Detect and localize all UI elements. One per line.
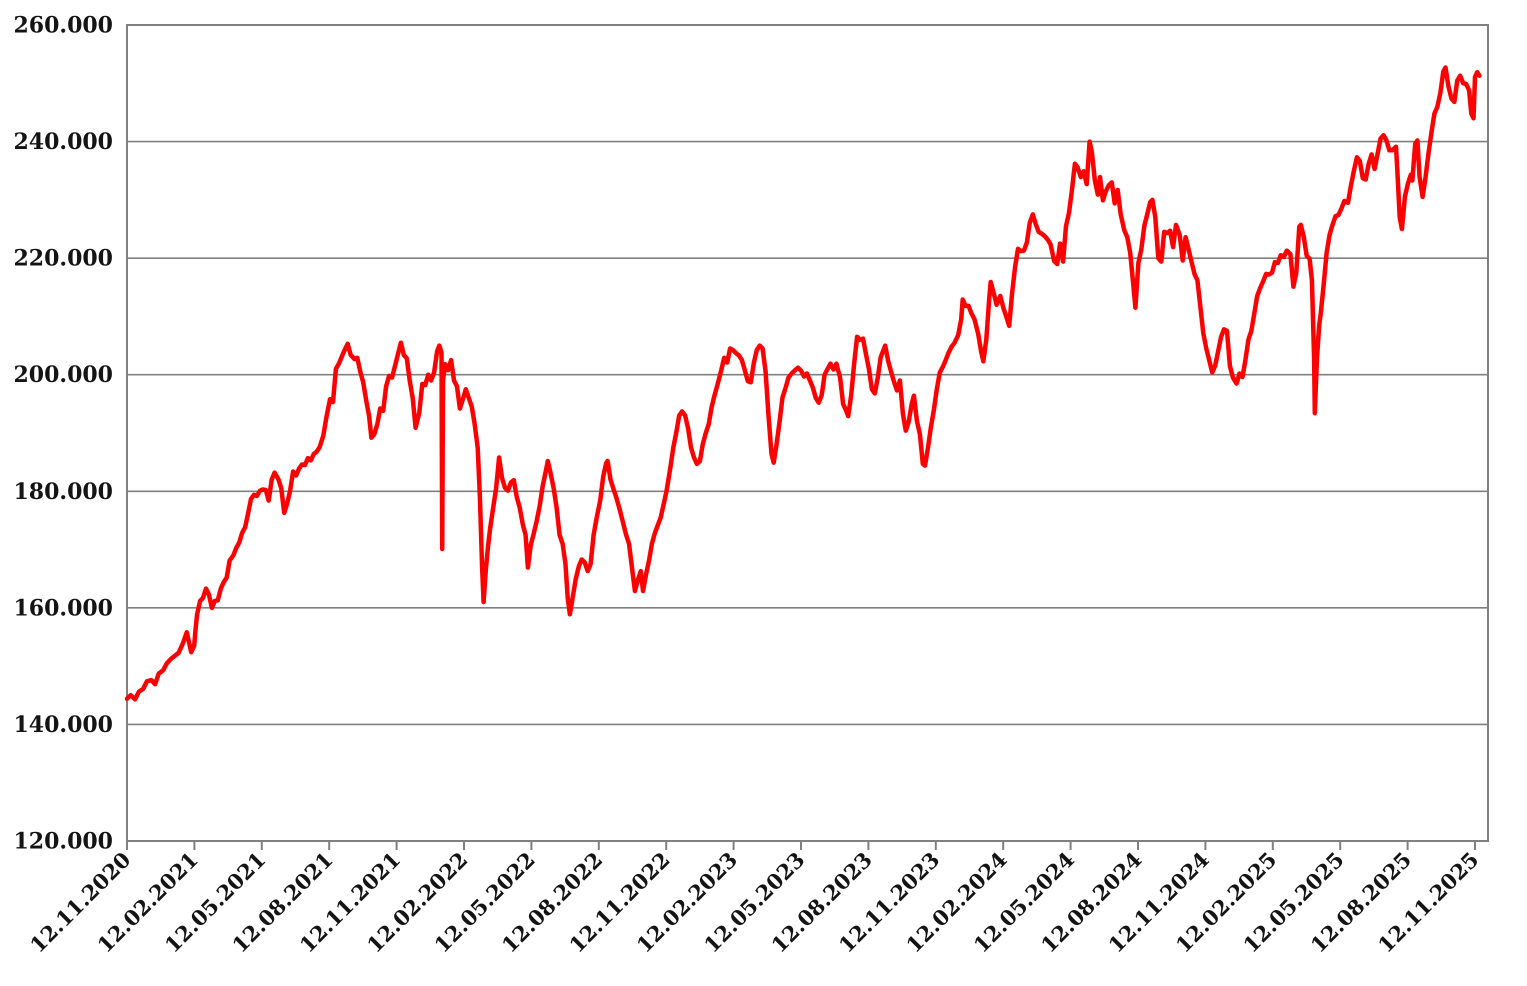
y-axis-tick-label: 160.000	[13, 595, 113, 621]
y-axis-tick-label: 180.000	[13, 479, 113, 505]
y-axis-tick-label: 140.000	[13, 712, 113, 738]
y-axis-tick-label: 200.000	[13, 362, 113, 388]
y-axis-tick-label: 220.000	[13, 246, 113, 272]
y-axis-tick-label: 240.000	[13, 129, 113, 155]
y-axis-tick-label: 120.000	[13, 828, 113, 854]
y-axis-tick-label: 260.000	[13, 12, 113, 38]
price-series-line	[124, 65, 1482, 702]
plot-border	[126, 24, 1489, 842]
